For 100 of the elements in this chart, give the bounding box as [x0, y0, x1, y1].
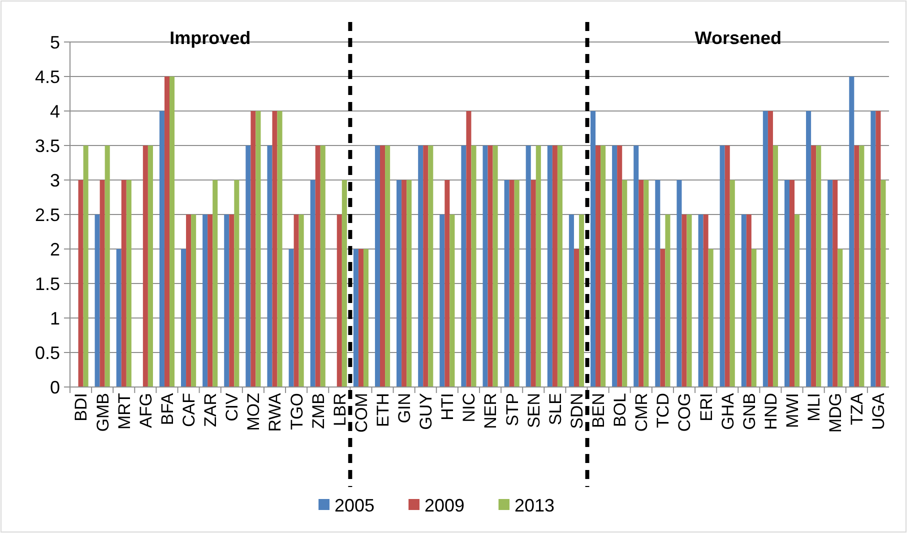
bar — [600, 146, 606, 387]
bar — [574, 249, 579, 387]
bar — [444, 180, 450, 387]
bar — [180, 249, 186, 387]
bar — [811, 146, 816, 387]
x-tick-label: CMR — [632, 393, 652, 432]
x-tick-label: ZMB — [308, 393, 328, 429]
x-tick-label: SDN — [567, 393, 586, 429]
bar — [708, 249, 714, 387]
bar — [838, 249, 843, 387]
bar — [730, 180, 735, 387]
x-tick-label: BOL — [610, 393, 630, 428]
legend-label: 2005 — [334, 495, 375, 516]
bar — [256, 111, 261, 387]
x-tick-label: MDG — [826, 393, 846, 433]
bar — [703, 214, 708, 387]
bar — [488, 146, 493, 387]
bar — [655, 180, 660, 387]
bar — [116, 249, 122, 387]
bar — [832, 180, 838, 387]
x-tick-label: CIV — [222, 392, 242, 422]
x-tick-label: BDI — [72, 393, 91, 422]
bar — [509, 180, 514, 387]
y-tick-label: 3 — [50, 170, 60, 190]
bar — [298, 214, 304, 387]
bar — [100, 180, 105, 387]
bar — [596, 146, 601, 387]
bar — [104, 146, 110, 387]
bar — [772, 146, 778, 387]
bar — [612, 146, 618, 387]
bar — [568, 214, 574, 387]
bar — [374, 146, 380, 387]
bar — [665, 214, 670, 387]
bar — [466, 111, 472, 387]
x-tick-label: STP — [502, 393, 522, 426]
bar — [402, 180, 407, 387]
x-tick-label: AFG — [136, 393, 156, 428]
bar — [471, 146, 476, 387]
bar — [504, 180, 510, 387]
bar — [126, 180, 132, 387]
bar — [547, 146, 552, 387]
bar — [440, 214, 445, 387]
bar — [246, 146, 251, 387]
bar — [212, 180, 218, 387]
x-tick-label: ETH — [373, 393, 392, 427]
y-tick-label: 2.5 — [34, 204, 60, 225]
y-tick-label: 1.5 — [34, 274, 60, 294]
bar — [320, 146, 326, 387]
bar — [741, 214, 746, 387]
bar — [880, 180, 886, 387]
bar — [806, 111, 812, 387]
x-tick-label: MLI — [804, 393, 824, 422]
bar — [514, 180, 520, 387]
bar — [250, 111, 256, 387]
bar — [536, 146, 541, 387]
bar — [164, 76, 170, 387]
bar — [191, 214, 196, 387]
y-tick-label: 0.5 — [34, 342, 60, 363]
bar — [634, 146, 639, 387]
bar — [768, 111, 773, 387]
bar — [644, 180, 649, 387]
bar — [854, 146, 860, 387]
y-tick-label: 2 — [50, 239, 60, 260]
x-tick-label: UGA — [869, 392, 888, 430]
bar — [363, 249, 369, 387]
x-tick-label: SEN — [524, 393, 544, 428]
bar — [277, 111, 282, 387]
bar — [784, 180, 790, 387]
x-tick-label: SLE — [546, 393, 565, 426]
bar — [288, 249, 294, 387]
bar — [186, 214, 192, 387]
bar — [380, 146, 386, 387]
bar — [746, 214, 752, 387]
bar — [492, 146, 498, 387]
x-tick-label: BFA — [158, 392, 177, 426]
x-tick-label: COM — [352, 393, 371, 433]
bar — [638, 180, 644, 387]
bar — [676, 180, 682, 387]
x-tick-label: TCD — [654, 393, 673, 428]
annotation: Worsened — [694, 28, 782, 48]
bar — [816, 146, 822, 387]
x-tick-label: HND — [761, 393, 780, 430]
x-tick-label: RWA — [266, 392, 285, 432]
y-tick-label: 3.5 — [34, 136, 60, 156]
bar — [224, 214, 230, 387]
bar — [682, 214, 687, 387]
bar — [482, 146, 488, 387]
bar — [202, 214, 208, 387]
x-tick-label: ZAR — [201, 393, 220, 427]
bar — [418, 146, 424, 387]
bar — [294, 214, 299, 387]
bar — [208, 214, 213, 387]
bar — [142, 146, 148, 387]
bar — [428, 146, 434, 387]
x-tick-label: NER — [481, 393, 500, 429]
y-tick-label: 4 — [50, 101, 60, 122]
x-tick-label: MRT — [114, 393, 134, 430]
bar — [617, 146, 622, 387]
bar — [234, 180, 240, 387]
x-tick-label: CAF — [179, 393, 198, 427]
